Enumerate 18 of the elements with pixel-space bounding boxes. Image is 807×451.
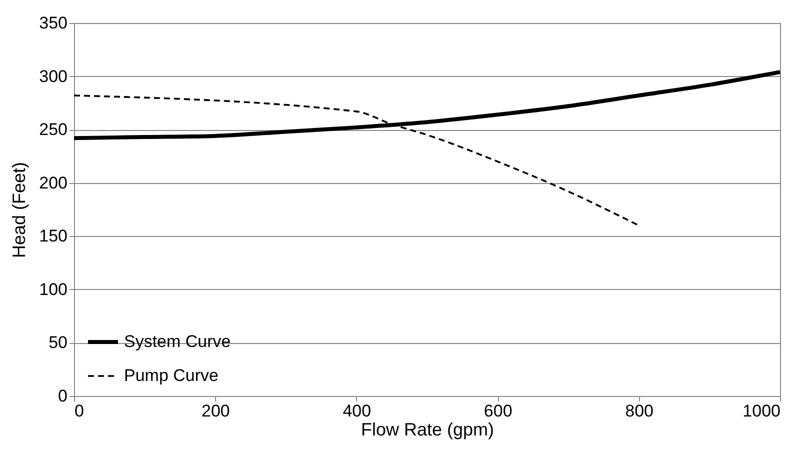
y-tick-label: 300 [39, 66, 68, 86]
x-tick-label: 1000 [742, 402, 780, 420]
x-tick-label: 800 [625, 402, 654, 420]
y-tick-label: 100 [39, 280, 68, 299]
y-tick-label: 200 [39, 173, 68, 192]
y-tick-label: 0 [58, 386, 68, 406]
x-axis-title: Flow Rate (gpm) [360, 420, 494, 440]
legend-label: System Curve [124, 332, 231, 351]
x-tick-label: 400 [342, 402, 372, 420]
x-tick-label: 200 [202, 402, 230, 420]
y-axis-title: Head (Feet) [9, 162, 30, 258]
y-tick-label: 350 [39, 14, 68, 32]
y-tick-label: 50 [48, 333, 68, 352]
y-tick-label: 250 [39, 120, 68, 140]
y-tick-label: 150 [39, 226, 68, 246]
x-tick-label: 0 [74, 402, 84, 420]
x-tick-label: 600 [484, 402, 512, 420]
legend-label: Pump Curve [124, 366, 218, 385]
